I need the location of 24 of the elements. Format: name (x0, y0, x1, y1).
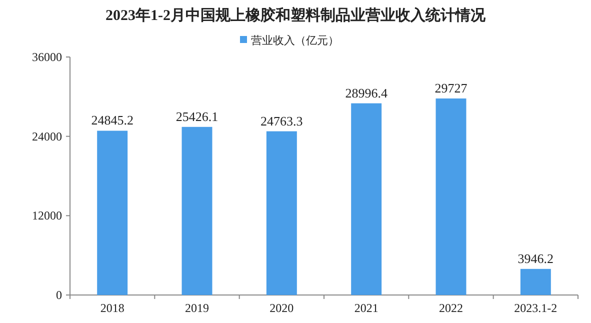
bar (182, 126, 212, 295)
x-tick-label: 2020 (270, 301, 294, 315)
data-label: 24845.2 (91, 112, 134, 128)
data-label: 24763.3 (260, 113, 303, 128)
data-label: 3946.2 (518, 250, 554, 266)
y-tick-label: 24000 (32, 129, 62, 144)
chart-title: 2023年1-2月中国规上橡胶和塑料制品业营业收入统计情况 (106, 6, 486, 24)
bar (97, 130, 128, 295)
data-label: 25426.1 (176, 108, 218, 124)
x-tick-label: 2023.1-2 (514, 301, 558, 315)
bar (266, 131, 297, 295)
y-tick-label: 12000 (32, 208, 62, 223)
y-tick-label: 36000 (32, 50, 62, 64)
bar (436, 98, 466, 295)
legend-label: 营业收入（亿元） (251, 34, 339, 47)
bar (520, 268, 551, 295)
x-tick-label: 2018 (100, 301, 124, 315)
y-tick-label: 0 (56, 288, 62, 302)
x-tick-label: 2021 (354, 301, 378, 315)
x-tick-label: 2022 (439, 301, 463, 315)
data-label: 29727 (434, 80, 468, 96)
bar (351, 103, 382, 295)
data-label: 28996.4 (345, 85, 388, 100)
x-tick-label: 2019 (185, 301, 209, 315)
